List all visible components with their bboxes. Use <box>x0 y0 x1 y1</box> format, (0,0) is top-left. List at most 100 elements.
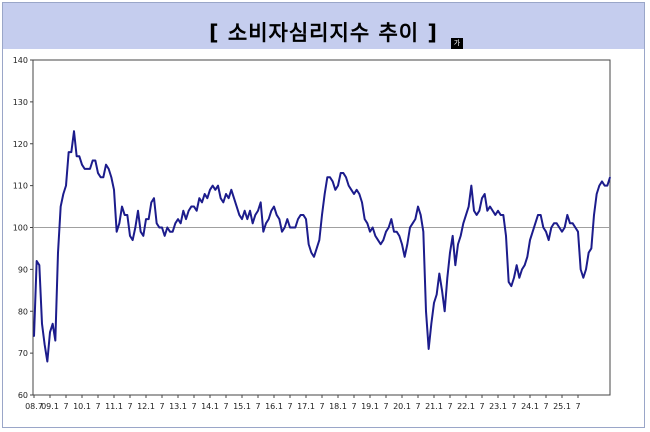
y-tick-label: 130 <box>13 98 28 107</box>
data-point <box>49 331 51 333</box>
data-point <box>196 210 198 212</box>
x-tick-label: 14.1 <box>201 402 219 411</box>
x-tick-label: 7 <box>287 402 292 411</box>
x-tick-label: 12.1 <box>137 402 155 411</box>
data-point <box>276 214 278 216</box>
data-point <box>388 226 390 229</box>
data-point <box>497 210 499 212</box>
x-tick-label: 7 <box>351 402 356 411</box>
x-tick-label: 7 <box>511 402 516 411</box>
chart-title: [ 소비자심리지수 추이 ] <box>208 21 438 45</box>
data-point <box>230 189 232 191</box>
data-point <box>460 235 462 237</box>
data-point <box>281 231 283 233</box>
data-point <box>561 231 563 233</box>
data-point <box>94 159 96 162</box>
data-point <box>129 235 131 237</box>
data-point <box>126 214 128 216</box>
data-point <box>65 185 67 187</box>
x-tick-label: 21.1 <box>425 402 443 411</box>
data-point <box>262 231 264 233</box>
data-point <box>390 218 392 220</box>
data-point <box>401 243 403 245</box>
data-point <box>412 222 414 224</box>
data-point <box>46 360 48 363</box>
data-point <box>588 252 590 254</box>
data-point <box>521 268 523 270</box>
data-point <box>252 222 254 224</box>
data-point <box>241 218 243 220</box>
data-point <box>177 218 179 220</box>
data-point <box>313 256 315 258</box>
data-point <box>334 189 336 191</box>
x-tick-label: 20.1 <box>393 402 411 411</box>
y-tick-label: 60 <box>18 391 28 400</box>
data-point <box>505 235 507 237</box>
data-point <box>41 323 43 325</box>
data-point <box>372 226 374 229</box>
data-point <box>537 214 539 216</box>
data-point <box>422 231 424 233</box>
data-point <box>430 323 432 325</box>
data-point <box>236 205 238 208</box>
data-point <box>550 226 552 229</box>
x-tick-label: 7 <box>479 402 484 411</box>
data-point <box>449 252 451 254</box>
data-point <box>404 256 406 258</box>
data-point <box>105 164 107 166</box>
data-point <box>598 185 600 187</box>
data-point <box>337 185 339 187</box>
x-tick-label: 16.1 <box>265 402 283 411</box>
data-point <box>113 189 115 191</box>
data-point <box>606 185 608 187</box>
data-point <box>273 205 275 208</box>
data-point <box>198 197 200 199</box>
data-point <box>564 226 566 229</box>
x-tick-label: 25.1 <box>553 402 571 411</box>
data-point <box>324 193 326 195</box>
x-tick-label: 24.1 <box>521 402 539 411</box>
data-point <box>534 222 536 224</box>
x-tick-label: 7 <box>63 402 68 411</box>
data-point <box>428 348 430 350</box>
data-point <box>361 201 363 203</box>
data-point <box>54 339 56 342</box>
title-tag: 가 <box>451 38 463 49</box>
data-point <box>169 231 171 233</box>
data-point <box>92 159 94 162</box>
data-point <box>569 222 571 224</box>
data-point <box>489 205 491 208</box>
data-point <box>457 243 459 245</box>
data-point <box>148 218 150 220</box>
data-point <box>60 205 62 208</box>
data-point <box>385 231 387 233</box>
data-point <box>425 310 427 312</box>
data-point <box>582 277 584 279</box>
y-tick-label: 90 <box>18 265 28 274</box>
data-point <box>137 210 139 212</box>
data-point <box>532 231 534 233</box>
data-point <box>209 189 211 191</box>
data-point <box>308 243 310 245</box>
y-tick-label: 100 <box>13 224 28 233</box>
y-axis: 60 70 80 90 100 110 120 130 140 <box>13 56 33 400</box>
data-point <box>294 226 296 229</box>
data-point <box>284 226 286 229</box>
data-point <box>228 197 230 199</box>
data-point <box>510 285 512 287</box>
x-tick-label: 17.1 <box>297 402 315 411</box>
data-point <box>225 193 227 195</box>
data-point <box>217 185 219 187</box>
data-point <box>166 226 168 229</box>
data-point <box>329 176 331 178</box>
data-point <box>332 180 334 183</box>
data-point <box>174 222 176 224</box>
data-point <box>406 243 408 245</box>
data-point <box>161 226 163 229</box>
data-point <box>382 239 384 241</box>
x-tick-label: 13.1 <box>169 402 187 411</box>
data-point <box>340 172 342 174</box>
data-point <box>153 197 155 199</box>
data-point <box>553 222 555 224</box>
data-point <box>473 210 475 212</box>
